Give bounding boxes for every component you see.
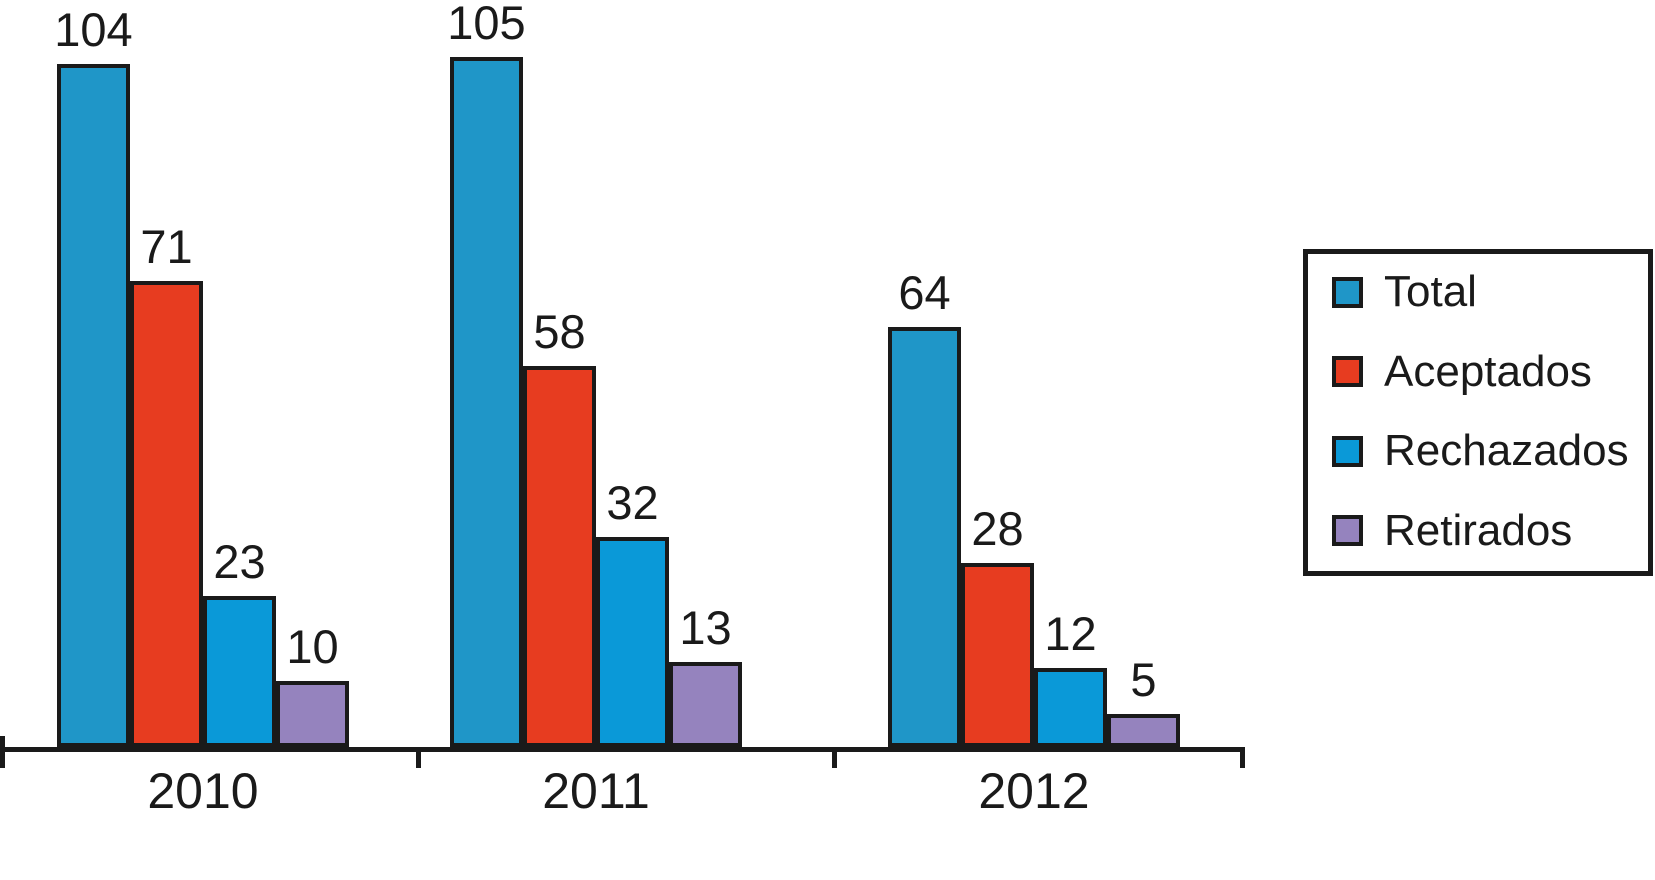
bar-value-label: 28 [971, 502, 1024, 555]
x-axis-category-label: 2010 [147, 763, 259, 819]
bar-value-label: 5 [1130, 653, 1157, 706]
bar-aceptados-2012 [961, 563, 1034, 747]
bar-value-label: 13 [679, 601, 732, 654]
bar-aceptados-2011 [523, 366, 596, 747]
bar-value-label: 32 [606, 476, 659, 529]
x-axis-tick [0, 736, 5, 768]
x-axis-tick [832, 747, 837, 768]
legend-item-rechazados: Rechazados [1332, 425, 1638, 477]
bar-value-label: 104 [54, 3, 133, 56]
bar-value-label: 12 [1044, 607, 1097, 660]
bar-retirados-2011 [669, 662, 742, 747]
legend-label: Rechazados [1384, 426, 1629, 476]
x-axis-tick [416, 747, 421, 768]
legend-item-retirados: Retirados [1332, 505, 1638, 557]
x-axis-tick [1240, 747, 1245, 768]
x-axis-category-label: 2012 [978, 763, 1090, 819]
legend-label: Retirados [1384, 505, 1573, 555]
legend-swatch-total [1332, 276, 1363, 308]
legend-label: Aceptados [1384, 346, 1592, 396]
bar-value-label: 58 [533, 305, 586, 358]
bar-value-label: 71 [140, 220, 193, 273]
bar-retirados-2012 [1107, 714, 1180, 747]
bar-aceptados-2010 [130, 281, 203, 747]
legend-item-total: Total [1332, 266, 1638, 318]
bar-total-2010 [57, 64, 130, 747]
x-axis-category-label: 2011 [542, 763, 650, 819]
legend-swatch-rechazados [1332, 435, 1363, 467]
legend-swatch-aceptados [1332, 356, 1363, 388]
bar-total-2012 [888, 327, 961, 747]
legend: Total Aceptados Rechazados Retirados [1303, 249, 1653, 576]
x-axis-line [0, 747, 1245, 752]
bar-total-2011 [450, 57, 523, 747]
bar-rechazados-2012 [1034, 668, 1107, 747]
legend-swatch-retirados [1332, 515, 1363, 547]
bar-rechazados-2010 [203, 596, 276, 747]
bar-retirados-2010 [276, 681, 349, 747]
bar-value-label: 10 [286, 620, 339, 673]
bar-value-label: 64 [898, 266, 951, 319]
legend-item-aceptados: Aceptados [1332, 346, 1638, 398]
bar-rechazados-2011 [596, 537, 669, 747]
bar-value-label: 105 [447, 0, 526, 49]
legend-label: Total [1384, 267, 1477, 316]
bar-value-label: 23 [213, 535, 266, 588]
